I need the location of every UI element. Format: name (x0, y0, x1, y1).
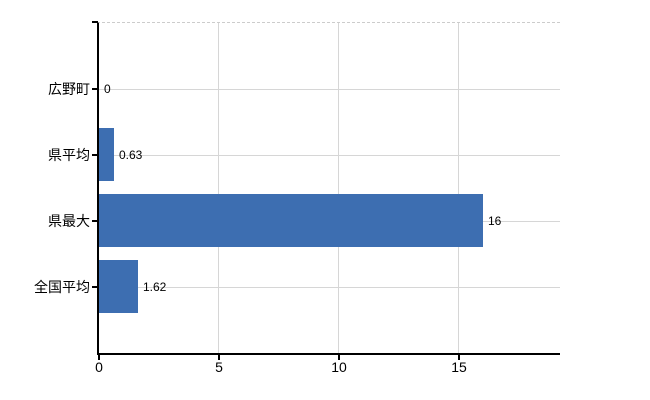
gridline-horizontal (99, 89, 560, 90)
gridline-horizontal (99, 287, 560, 288)
y-axis-tick (92, 286, 97, 288)
value-labels-layer: 0 0.63 16 1.62 (99, 23, 560, 353)
bar (99, 194, 483, 247)
x-tick-label: 10 (331, 359, 347, 375)
category-label: 県平均 (48, 147, 90, 163)
y-axis-end-tick (92, 21, 98, 23)
y-axis-tick (92, 220, 97, 222)
bar (99, 260, 138, 313)
x-tick-label: 15 (451, 359, 467, 375)
x-axis-tick (458, 355, 460, 360)
plot-area: 0 0.63 16 1.62 (97, 22, 560, 355)
gridline-vertical (338, 23, 339, 353)
y-axis-tick (92, 154, 97, 156)
gridline-vertical (218, 23, 219, 353)
bar (99, 128, 114, 181)
bars-layer (99, 23, 560, 353)
category-label: 広野町 (48, 81, 90, 97)
x-tick-label: 5 (215, 359, 223, 375)
gridline-vertical (458, 23, 459, 353)
x-tick-label: 0 (95, 359, 103, 375)
category-label: 全国平均 (34, 279, 90, 295)
bar-value-label: 1.62 (143, 280, 167, 294)
x-axis-tick (338, 355, 340, 360)
bar-value-label: 0.63 (119, 148, 143, 162)
category-label: 県最大 (48, 213, 90, 229)
x-axis-tick (98, 355, 100, 360)
bar-value-label: 0 (104, 82, 111, 96)
bar-value-label: 16 (488, 214, 502, 228)
gridline-horizontal (99, 155, 560, 156)
y-axis-tick (92, 88, 97, 90)
x-axis-tick (218, 355, 220, 360)
